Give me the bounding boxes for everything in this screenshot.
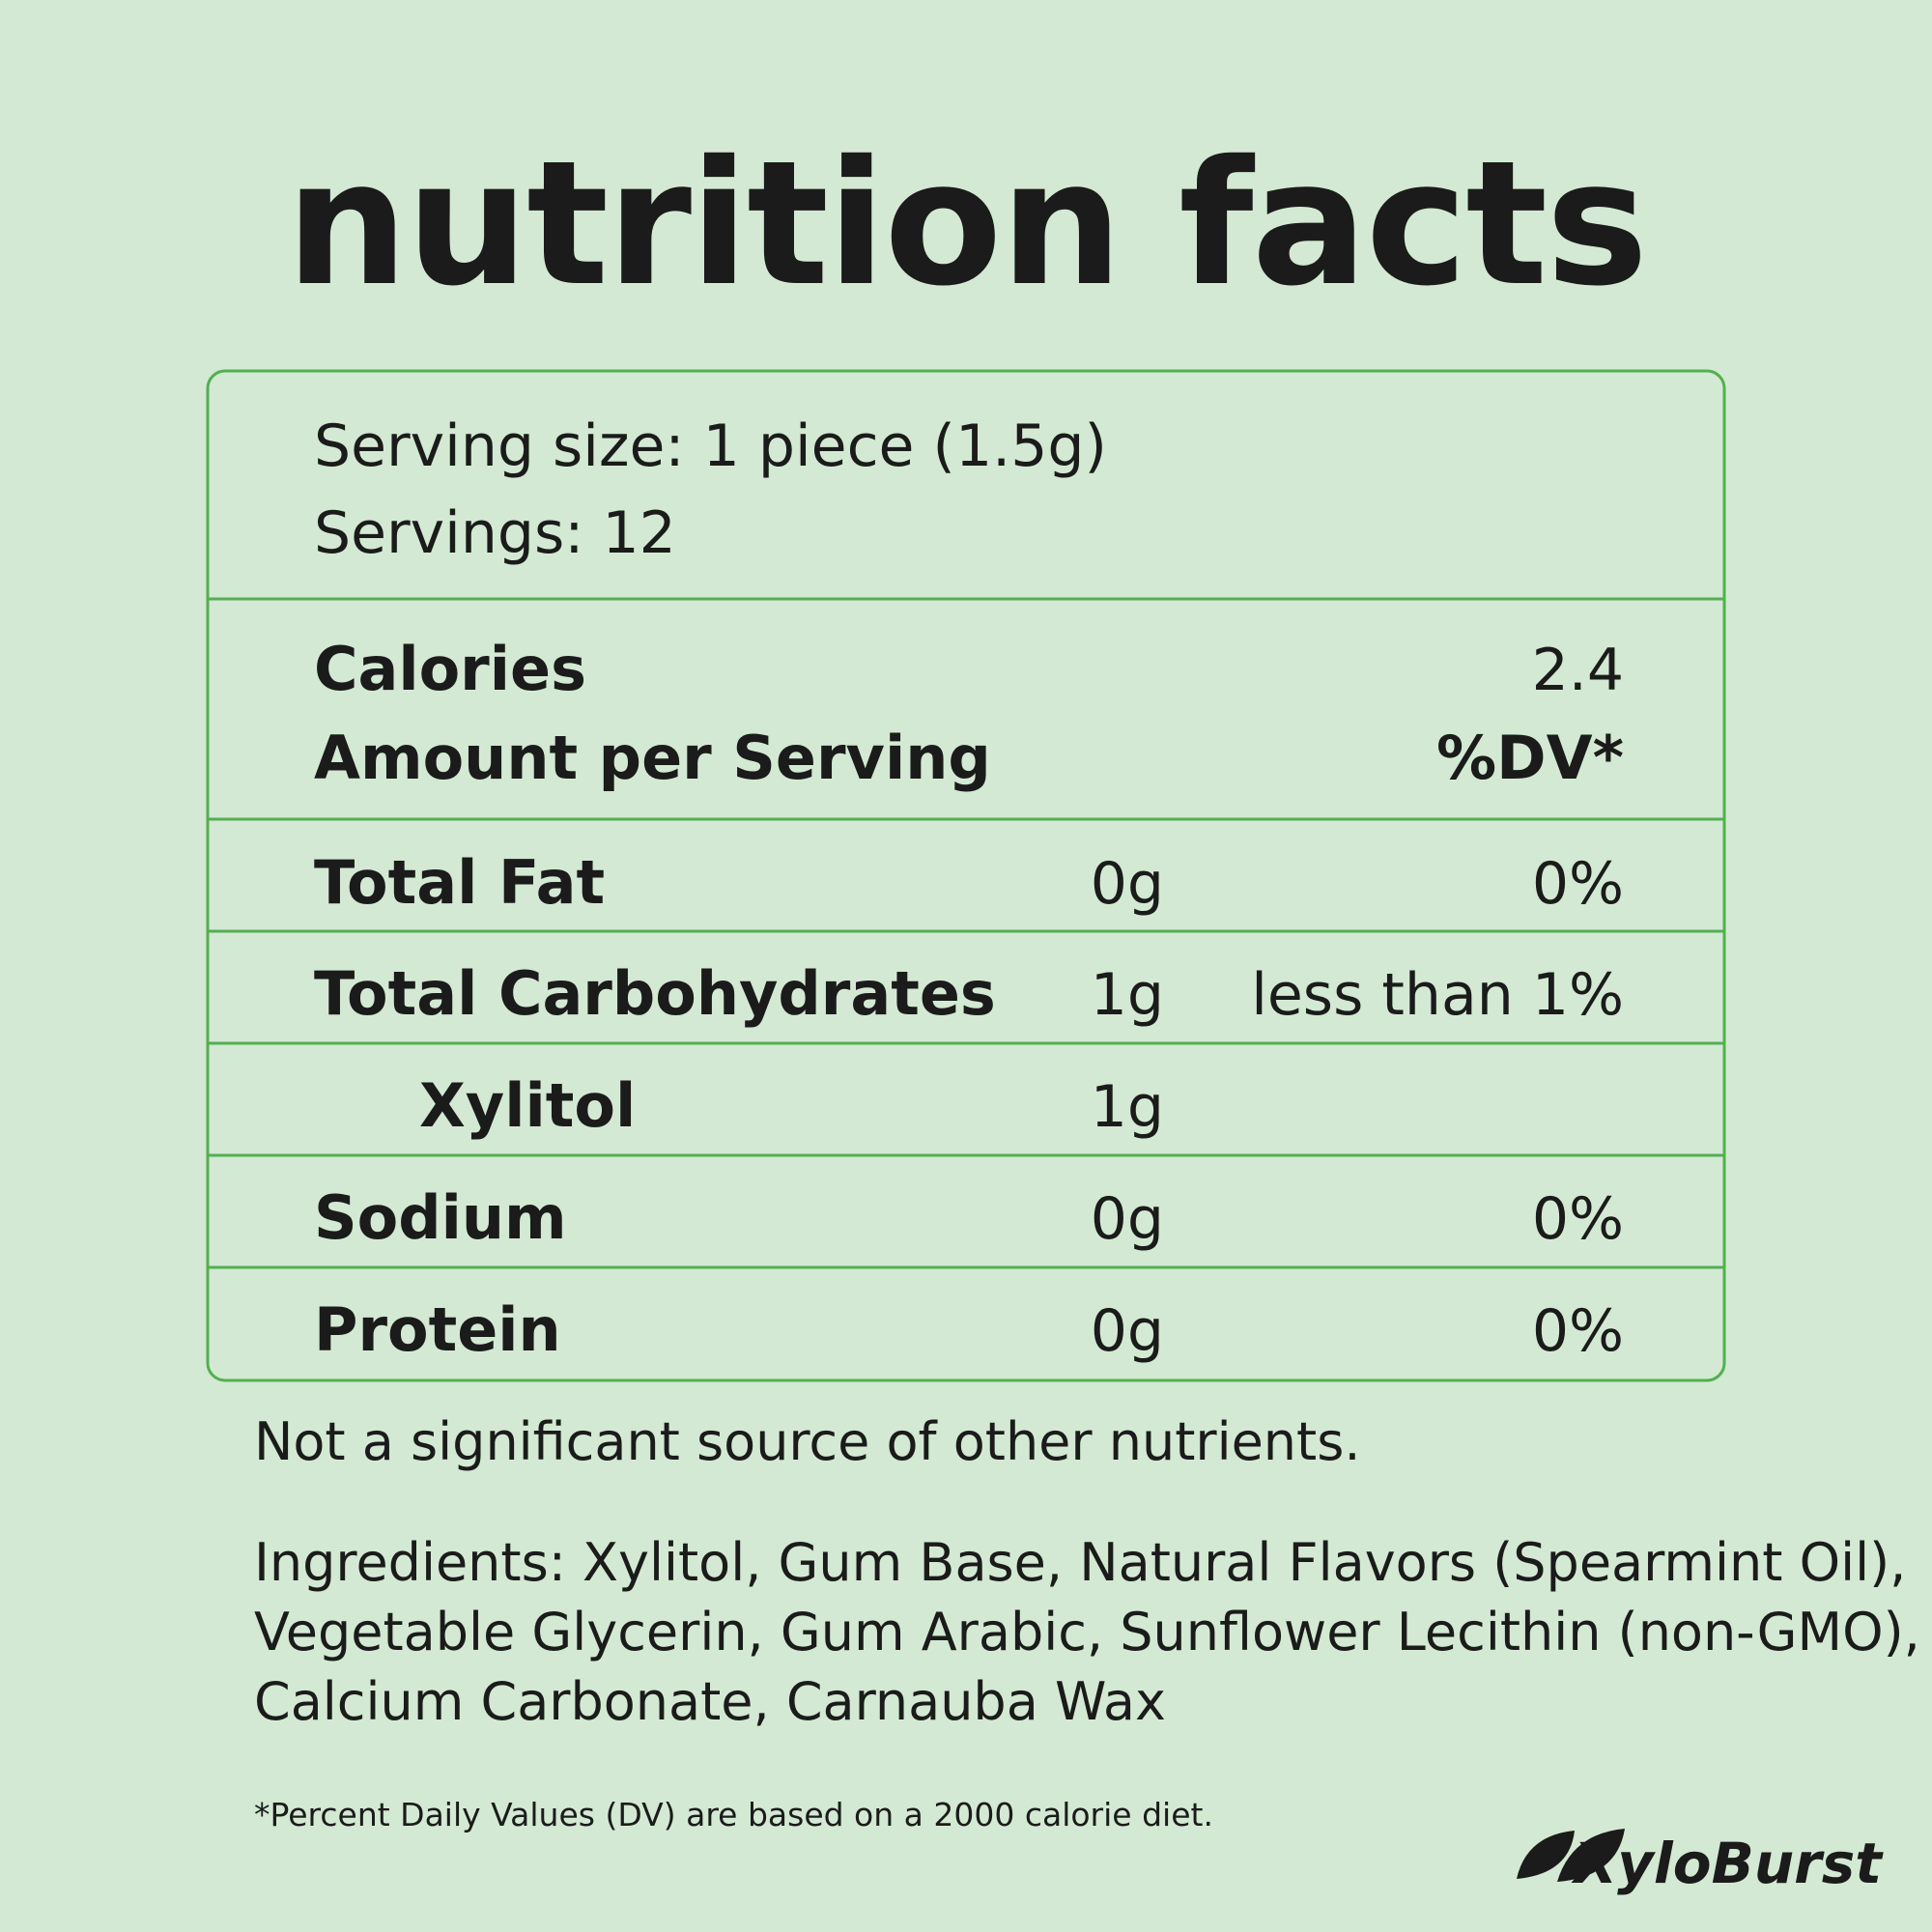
calories-value: 2.4 (1532, 637, 1624, 704)
nutrient-name: Sodium (314, 1182, 567, 1253)
calories-label: Calories (314, 634, 586, 704)
servings: Servings: 12 (314, 499, 676, 567)
note: Not a significant source of other nutrie… (254, 1411, 1361, 1472)
amount-header: Amount per Serving (314, 723, 991, 793)
ingredients-line: Ingredients: Xylitol, Gum Base, Natural … (254, 1532, 1906, 1593)
nutrient-rows: Total Fat 0g 0% Total Carbohydrates 1g less t… (314, 847, 1624, 1365)
brand-logo: XyloBurst (1517, 1829, 1884, 1896)
nutrient-dv: 0% (1532, 1297, 1624, 1365)
leaf-icon (1517, 1829, 1625, 1882)
serving-size: Serving size: 1 piece (1.5g) (314, 412, 1107, 480)
dv-header: %DV* (1436, 723, 1624, 793)
dividers (208, 597, 1724, 1269)
title: nutrition facts (286, 124, 1647, 324)
ingredients-line: Calcium Carbonate, Carnauba Wax (254, 1671, 1166, 1732)
nutrient-amount: 1g (1091, 961, 1164, 1029)
nutrient-dv: 0% (1532, 850, 1624, 918)
nutrient-amount: 0g (1091, 850, 1164, 918)
nutrient-name: Protein (314, 1294, 561, 1365)
ingredients-line: Vegetable Glycerin, Gum Arabic, Sunflowe… (254, 1602, 1920, 1662)
nutrient-name: Xylitol (419, 1070, 636, 1141)
nutrient-amount: 1g (1091, 1073, 1164, 1141)
nutrient-dv: less than 1% (1251, 961, 1624, 1029)
footnote: *Percent Daily Values (DV) are based on … (254, 1796, 1213, 1833)
nutrient-name: Total Carbohydrates (314, 958, 996, 1029)
nutrient-name: Total Fat (314, 847, 605, 918)
facts-box (206, 369, 1726, 1382)
nutrient-dv: 0% (1532, 1185, 1624, 1253)
brand: XyloBurst (1571, 1831, 1884, 1896)
ingredients: Ingredients: Xylitol, Gum Base, Natural … (254, 1532, 1920, 1732)
nutrient-amount: 0g (1091, 1185, 1164, 1253)
nutrient-amount: 0g (1091, 1297, 1164, 1365)
